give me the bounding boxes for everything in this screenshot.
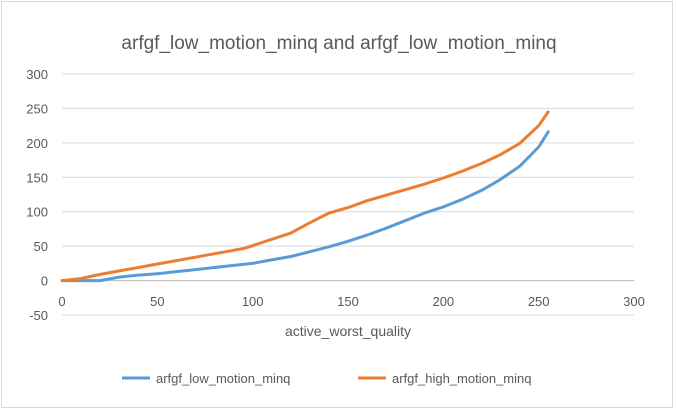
y-tick-label: 300 (26, 67, 48, 82)
chart-title: arfgf_low_motion_minq and arfgf_low_moti… (121, 33, 556, 54)
legend: arfgf_low_motion_minq arfgf_high_motion_m… (122, 371, 531, 386)
y-tick-label: 200 (26, 136, 48, 151)
x-tick-label: 150 (337, 294, 359, 309)
x-tick-label: 250 (528, 294, 550, 309)
gridlines (62, 73, 634, 316)
series-line-1 (60, 130, 550, 283)
y-tick-label: 150 (26, 170, 48, 185)
y-tick-label: 250 (26, 101, 48, 116)
y-tick-label: 0 (41, 274, 48, 289)
y-tick-label: 50 (34, 239, 48, 254)
x-tick-label: 100 (242, 294, 264, 309)
x-axis-ticks: 0 50 100 150 200 250 300 (58, 294, 644, 309)
x-tick-label: 200 (432, 294, 454, 309)
x-tick-label: 0 (58, 294, 65, 309)
y-axis-ticks: -50 0 50 100 150 200 250 300 (26, 67, 48, 323)
x-tick-label: 50 (150, 294, 164, 309)
legend-label: arfgf_low_motion_minq (156, 371, 290, 386)
x-axis-label: active_worst_quality (285, 323, 411, 339)
y-tick-label: 100 (26, 205, 48, 220)
y-tick-label: -50 (29, 308, 48, 323)
legend-label: arfgf_high_motion_minq (392, 371, 531, 386)
x-tick-label: 300 (623, 294, 645, 309)
series-lines (60, 110, 550, 283)
series-line-2 (60, 110, 550, 283)
